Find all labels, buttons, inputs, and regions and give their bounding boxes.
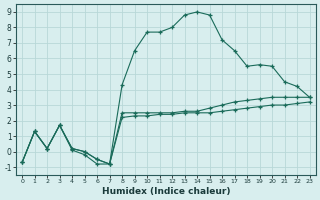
X-axis label: Humidex (Indice chaleur): Humidex (Indice chaleur) xyxy=(101,187,230,196)
